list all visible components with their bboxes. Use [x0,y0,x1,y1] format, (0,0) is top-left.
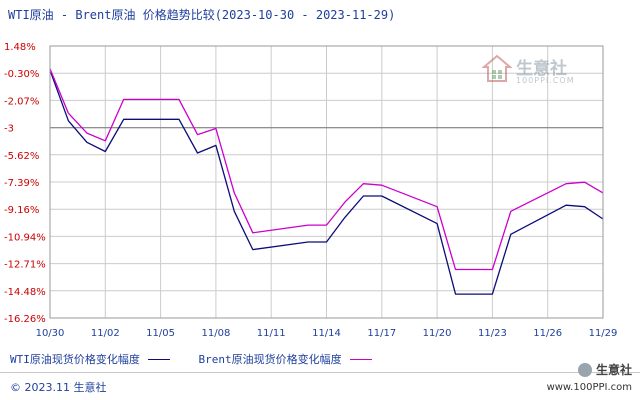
x-tick-label: 11/08 [201,328,230,339]
y-tick-label: 1.48% [4,42,36,53]
y-tick-label: -14.48% [4,287,46,298]
footer-brand: 生意社 www.100PPI.com [547,361,632,393]
series-layer [49,68,604,295]
footer-divider [0,372,640,373]
wechat-icon [577,362,592,377]
x-tick-label: 11/20 [423,328,452,339]
y-tick-label: -2.07% [4,96,39,107]
legend: WTI原油现货价格变化幅度 Brent原油现货价格变化幅度 [10,351,394,367]
y-tick-label: -3 [4,124,14,135]
x-tick-label: 11/29 [589,328,618,339]
watermark-name: 生意社 [516,59,567,79]
series-line-brent [49,68,604,271]
y-tick-label: -0.30% [4,69,39,80]
y-tick-label: -7.39% [4,178,39,189]
watermark-url: 100PPI.COM [516,76,575,85]
x-tick-label: 11/05 [146,328,175,339]
x-tick-label: 11/23 [478,328,507,339]
copyright-text: © 2023.11 生意社 [10,381,107,394]
plot-border [49,45,604,319]
footer-brand-url[interactable]: www.100PPI.com [546,381,632,393]
axis-layer [49,45,604,319]
x-tick-label: 11/26 [533,328,562,339]
y-tick-label: -12.71% [4,260,46,271]
y-tick-label: -10.94% [4,232,46,243]
footer-brand-name-row: 生意社 [577,361,632,378]
legend-item-wti: WTI原油现货价格变化幅度 [10,351,170,367]
x-tick-label: 11/14 [312,328,341,339]
legend-swatch-wti [147,358,170,360]
legend-label-wti: WTI原油现货价格变化幅度 [10,353,140,366]
y-tick-label: -5.62% [4,151,39,162]
footer-brand-name: 生意社 [595,363,632,377]
y-tick-label: -9.16% [4,205,39,216]
x-tick-label: 10/30 [36,328,65,339]
y-tick-labels: 1.48% -0.30% -2.07% -3 -5.62% -7.39% -9.16% -10… [4,42,46,325]
x-tick-label: 11/11 [257,328,286,339]
legend-label-brent: Brent原油现货价格变化幅度 [198,353,342,366]
x-tick-label: 11/17 [367,328,396,339]
x-tick-label: 11/02 [91,328,120,339]
series-line-wti [49,69,604,295]
legend-item-brent: Brent原油现货价格变化幅度 [199,351,372,367]
x-tick-labels: 10/30 11/02 11/05 11/08 11/11 11/14 11/17 11/20… [36,328,618,339]
y-tick-label: -16.26% [4,314,46,325]
house-logo-icon [481,54,513,82]
chart-title: WTI原油 - Brent原油 价格趋势比较(2023-10-30 - 2023… [8,8,396,22]
watermark-logo: 生意社 100PPI.COM [481,54,592,90]
legend-swatch-brent [349,358,372,360]
